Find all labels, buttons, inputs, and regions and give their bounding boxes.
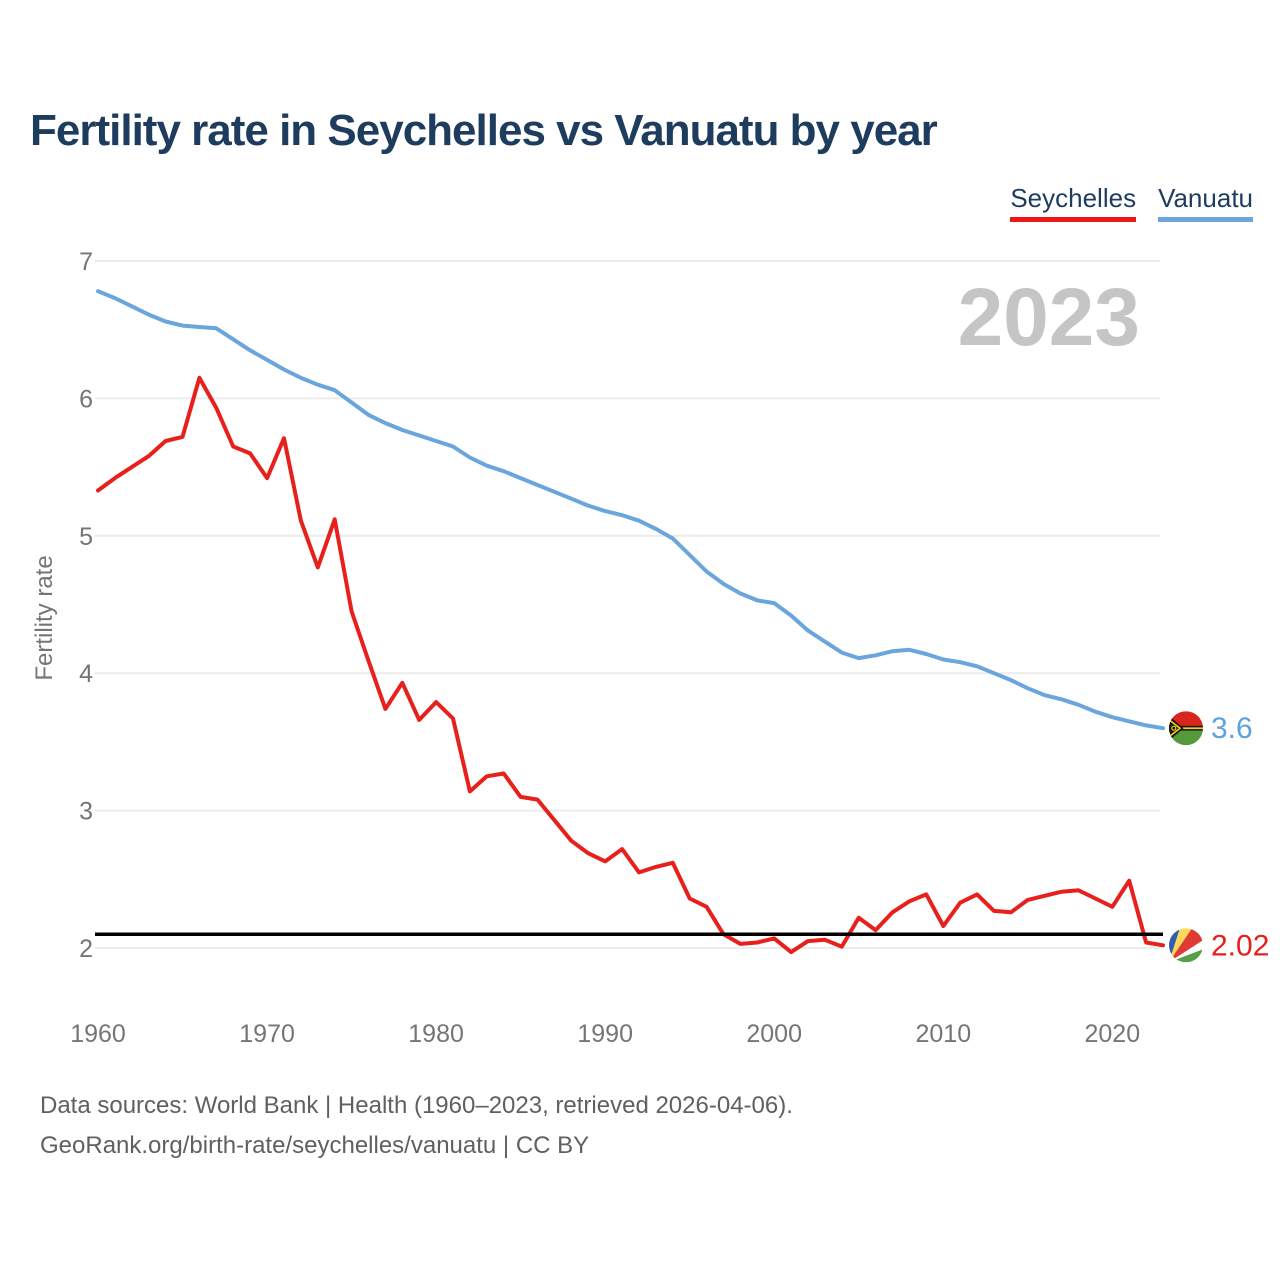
seychelles-flag-icon: [1169, 928, 1203, 963]
footer: Data sources: World Bank | Health (1960–…: [40, 1086, 793, 1166]
vanuatu-line: [96, 289, 1165, 731]
y-tick-4: 4: [79, 660, 93, 688]
y-tick-2: 2: [79, 935, 93, 963]
y-tick-6: 6: [79, 385, 93, 413]
y-axis-title: Fertility rate: [31, 555, 58, 680]
legend-underline-seychelles: [1010, 217, 1137, 222]
legend-item-vanuatu[interactable]: Vanuatu: [1158, 183, 1253, 222]
x-tick-2020: 2020: [1084, 1020, 1140, 1048]
y-tick-7: 7: [79, 248, 93, 276]
legend-label-vanuatu: Vanuatu: [1158, 183, 1253, 213]
legend-label-seychelles: Seychelles: [1010, 183, 1137, 213]
x-tick-2010: 2010: [915, 1020, 971, 1048]
x-tick-2000: 2000: [746, 1020, 802, 1048]
vanuatu-flag-icon: [1169, 711, 1203, 746]
y-tick-3: 3: [79, 798, 93, 826]
seychelles-end-value: 2.02: [1211, 929, 1269, 962]
x-tick-1990: 1990: [577, 1020, 633, 1048]
watermark-year: 2023: [958, 272, 1140, 363]
legend-item-seychelles[interactable]: Seychelles: [1010, 183, 1137, 222]
footer-attribution: GeoRank.org/birth-rate/seychelles/vanuat…: [40, 1132, 590, 1159]
legend: Seychelles Vanuatu: [1010, 183, 1253, 222]
x-tick-1960: 1960: [70, 1020, 126, 1048]
gridlines: [95, 260, 1160, 949]
y-tick-labels: 7 6 5 4 3 2: [79, 248, 93, 963]
x-tick-1980: 1980: [408, 1020, 464, 1048]
vanuatu-end-value: 3.6: [1211, 712, 1253, 745]
x-tick-labels: 1960 1970 1980 1990 2000 2010 2020: [70, 1020, 1140, 1048]
x-tick-1970: 1970: [239, 1020, 295, 1048]
legend-underline-vanuatu: [1158, 217, 1253, 222]
seychelles-line: [96, 375, 1165, 955]
footer-sources: Data sources: World Bank | Health (1960–…: [40, 1092, 793, 1119]
page-title: Fertility rate in Seychelles vs Vanuatu …: [30, 106, 938, 155]
y-tick-5: 5: [79, 523, 93, 551]
